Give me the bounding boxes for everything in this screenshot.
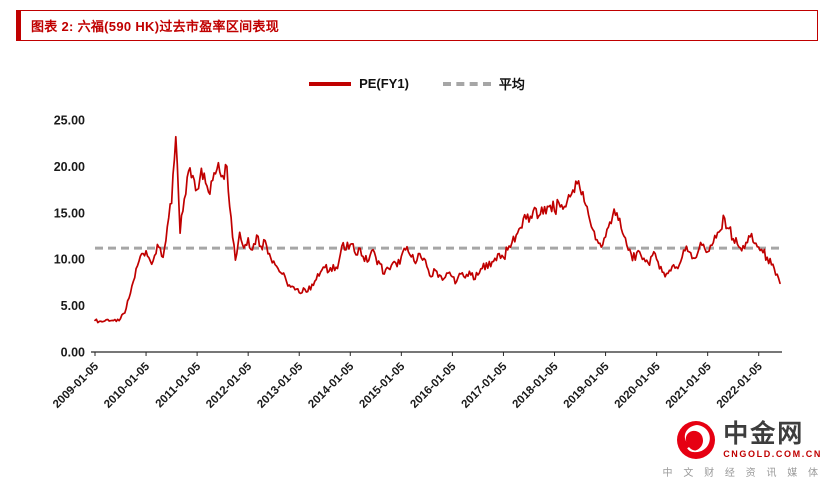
watermark-brand: 中金网 bbox=[723, 419, 805, 448]
cngold-logo-icon bbox=[677, 421, 716, 459]
y-tick-label: 15.00 bbox=[54, 206, 85, 220]
x-tick-label: 2020-01-05 bbox=[613, 360, 664, 411]
legend-item-pe: PE(FY1) bbox=[309, 76, 409, 91]
chart-title-banner: 图表 2: 六福(590 HK)过去市盈率区间表现 bbox=[16, 10, 818, 41]
x-tick-label: 2013-01-05 bbox=[255, 360, 306, 411]
chart-legend: PE(FY1) 平均 bbox=[0, 74, 834, 93]
y-tick-label: 25.00 bbox=[54, 114, 85, 128]
x-tick-label: 2018-01-05 bbox=[511, 360, 562, 411]
site-watermark: 中金网 CNGOLD.COM.CN 中 文 财 经 资 讯 媒 体 bbox=[663, 420, 822, 479]
pe-line bbox=[94, 135, 781, 324]
x-tick-label: 2010-01-05 bbox=[102, 360, 153, 411]
average-line-swatch bbox=[442, 81, 491, 86]
x-tick-label: 2021-01-05 bbox=[664, 360, 715, 411]
y-tick-label: 5.00 bbox=[61, 299, 85, 313]
y-tick-label: 20.00 bbox=[54, 160, 85, 174]
x-tick-label: 2014-01-05 bbox=[306, 360, 357, 411]
y-tick-label: 10.00 bbox=[54, 253, 85, 267]
legend-label-average: 平均 bbox=[498, 77, 525, 92]
watermark-text-column: 中金网 CNGOLD.COM.CN bbox=[723, 419, 822, 460]
x-tick-label: 2016-01-05 bbox=[408, 360, 459, 411]
y-tick-label: 0.00 bbox=[61, 346, 85, 360]
x-tick-label: 2022-01-05 bbox=[715, 360, 766, 411]
x-tick-label: 2009-01-05 bbox=[51, 360, 102, 411]
legend-label-pe: PE(FY1) bbox=[359, 76, 409, 91]
watermark-brand-row: 中金网 CNGOLD.COM.CN bbox=[663, 420, 822, 460]
legend-item-average: 平均 bbox=[442, 74, 525, 93]
x-tick-label: 2015-01-05 bbox=[357, 360, 408, 411]
pe-line-swatch bbox=[309, 81, 352, 86]
x-tick-label: 2011-01-05 bbox=[154, 360, 204, 410]
x-tick-label: 2019-01-05 bbox=[562, 360, 613, 411]
watermark-domain: CNGOLD.COM.CN bbox=[723, 449, 822, 460]
x-tick-label: 2017-01-05 bbox=[459, 360, 510, 411]
x-tick-label: 2012-01-05 bbox=[204, 360, 255, 411]
watermark-tagline: 中 文 财 经 资 讯 媒 体 bbox=[662, 468, 822, 479]
chart-title: 图表 2: 六福(590 HK)过去市盈率区间表现 bbox=[31, 19, 280, 34]
